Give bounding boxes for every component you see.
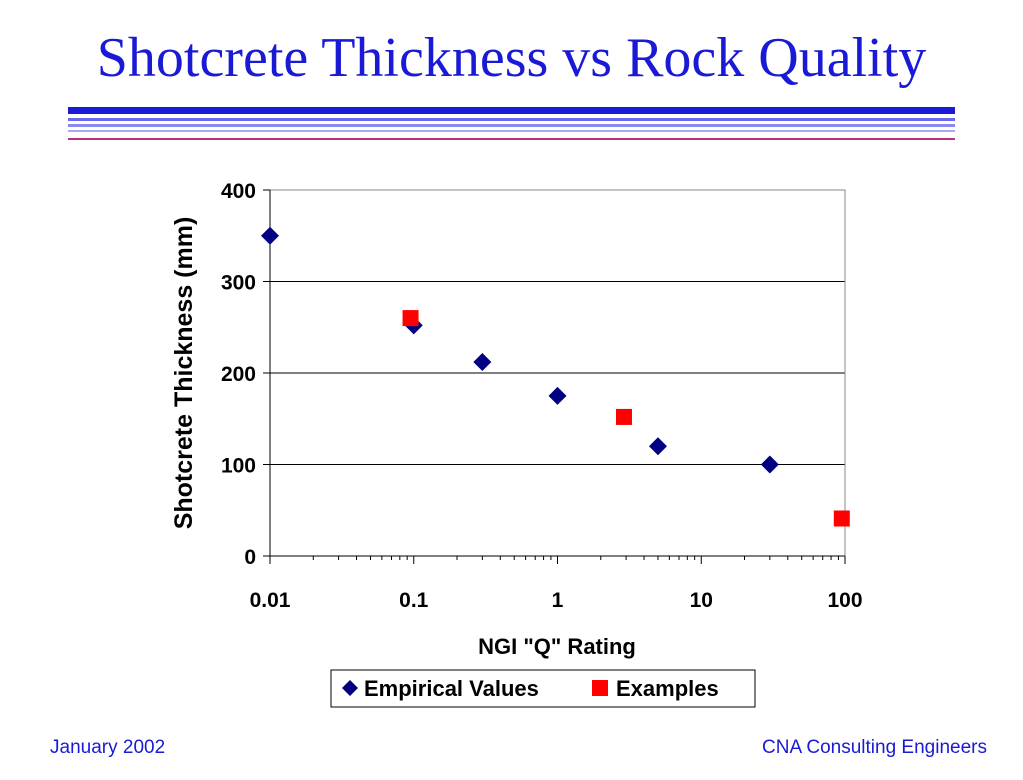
empirical-point (648, 437, 667, 456)
y-tick-label: 200 (221, 363, 256, 386)
empirical-point (261, 226, 279, 245)
empirical-point (548, 386, 567, 405)
y-tick-label: 300 (221, 272, 256, 295)
x-tick-labels: 0.01 0.1 1 10 100 (250, 589, 863, 612)
x-tick-label: 100 (827, 589, 862, 612)
y-tick-label: 0 (244, 546, 256, 569)
legend-label-empirical: Empirical Values (364, 676, 539, 701)
rule-dark (68, 107, 955, 114)
x-tick-label: 0.01 (250, 589, 291, 612)
empirical-point (760, 455, 779, 474)
gridlines (270, 189, 845, 465)
footer-date: January 2002 (50, 737, 166, 758)
example-point (402, 310, 419, 327)
rule-mid-2 (68, 124, 955, 127)
y-tick-label: 400 (221, 180, 256, 203)
legend-marker-empirical (342, 680, 358, 696)
example-point (833, 510, 850, 527)
x-tick-label: 10 (690, 589, 713, 612)
title-underline (68, 107, 955, 140)
x-tick-label: 0.1 (399, 589, 429, 612)
y-tick-labels: 0 100 200 300 400 (221, 180, 256, 569)
legend-label-examples: Examples (616, 676, 719, 701)
example-point (615, 408, 632, 425)
axes (263, 189, 846, 564)
legend-box (330, 669, 756, 708)
legend-marker-examples (592, 680, 608, 696)
rule-mid-1 (68, 118, 955, 121)
slide-title: Shotcrete Thickness vs Rock Quality (96, 27, 927, 89)
legend: Empirical Values Examples (330, 669, 756, 708)
rule-light (68, 130, 955, 132)
empirical-point (473, 353, 492, 372)
y-axis-label: Shotcrete Thickness (mm) (170, 217, 198, 530)
rule-accent (68, 138, 955, 140)
data-points (261, 226, 850, 527)
x-axis-label: NGI "Q" Rating (478, 634, 636, 659)
y-tick-label: 100 (221, 455, 256, 478)
x-tick-label: 1 (552, 589, 564, 612)
footer-company: CNA Consulting Engineers (762, 737, 987, 758)
